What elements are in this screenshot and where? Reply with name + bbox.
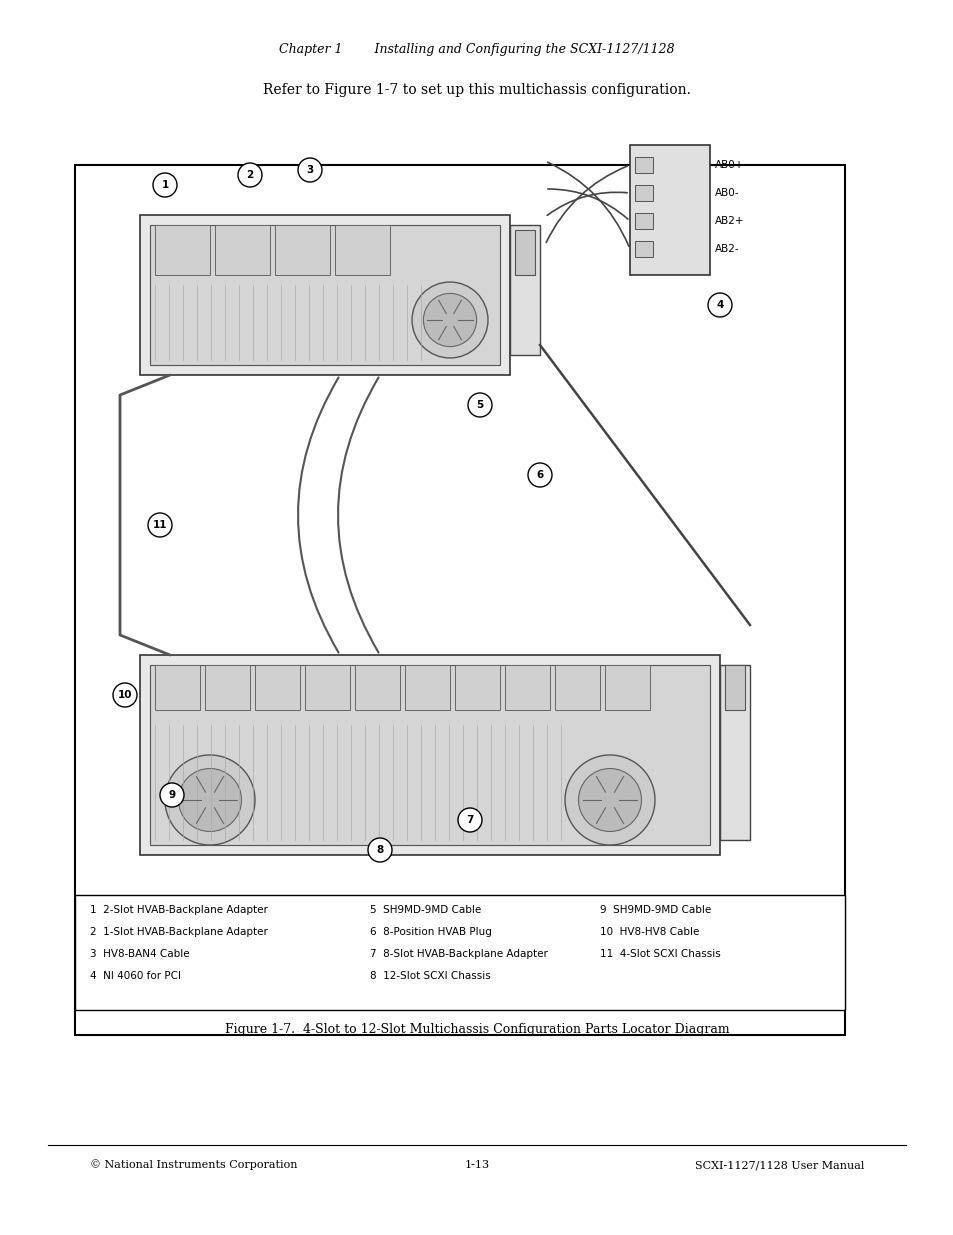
Bar	[720, 664, 749, 840]
Bar	[635, 212, 652, 228]
Text: 1  2-Slot HVAB-Backplane Adapter: 1 2-Slot HVAB-Backplane Adapter	[90, 905, 268, 915]
Bar	[150, 664, 709, 845]
Text: 2  1-Slot HVAB-Backplane Adapter: 2 1-Slot HVAB-Backplane Adapter	[90, 927, 268, 937]
Bar	[154, 225, 210, 275]
Circle shape	[165, 755, 254, 845]
Text: 7: 7	[466, 815, 474, 825]
Bar	[274, 225, 330, 275]
Bar	[510, 225, 539, 354]
Text: 5: 5	[476, 400, 483, 410]
Bar	[254, 664, 299, 710]
Circle shape	[707, 293, 731, 317]
Bar	[75, 165, 844, 1035]
Bar	[515, 230, 535, 275]
Text: AB2-: AB2-	[714, 245, 739, 254]
Text: 1: 1	[161, 180, 169, 190]
Circle shape	[237, 163, 262, 186]
Text: 4: 4	[716, 300, 723, 310]
Text: 8: 8	[376, 845, 383, 855]
Bar	[604, 664, 649, 710]
Text: 10: 10	[117, 690, 132, 700]
Circle shape	[152, 173, 177, 198]
Circle shape	[178, 768, 241, 831]
Circle shape	[423, 294, 476, 347]
Text: 3: 3	[306, 165, 314, 175]
Circle shape	[148, 513, 172, 537]
Text: 3  HV8-BAN4 Cable: 3 HV8-BAN4 Cable	[90, 948, 190, 960]
Text: 10  HV8-HV8 Cable: 10 HV8-HV8 Cable	[599, 927, 699, 937]
Circle shape	[468, 393, 492, 417]
Bar	[405, 664, 450, 710]
Bar	[205, 664, 250, 710]
Bar	[355, 664, 399, 710]
Text: 6  8-Position HVAB Plug: 6 8-Position HVAB Plug	[370, 927, 492, 937]
Text: 9: 9	[169, 790, 175, 800]
Bar	[305, 664, 350, 710]
Circle shape	[297, 158, 322, 182]
Bar	[555, 664, 599, 710]
Bar	[214, 225, 270, 275]
Text: 9  SH9MD-9MD Cable: 9 SH9MD-9MD Cable	[599, 905, 711, 915]
Text: 11  4-Slot SCXI Chassis: 11 4-Slot SCXI Chassis	[599, 948, 720, 960]
Bar	[140, 215, 510, 375]
Circle shape	[112, 683, 137, 706]
Text: Chapter 1        Installing and Configuring the SCXI-1127/1128: Chapter 1 Installing and Configuring the…	[279, 43, 674, 57]
Bar	[140, 655, 720, 855]
Bar	[724, 664, 744, 710]
Bar	[629, 144, 709, 275]
Text: 8  12-Slot SCXI Chassis: 8 12-Slot SCXI Chassis	[370, 971, 490, 981]
Bar	[635, 185, 652, 201]
Text: SCXI-1127/1128 User Manual: SCXI-1127/1128 User Manual	[694, 1160, 863, 1170]
Text: © National Instruments Corporation: © National Instruments Corporation	[90, 1160, 297, 1171]
Bar	[635, 241, 652, 257]
Circle shape	[412, 282, 488, 358]
Circle shape	[578, 768, 640, 831]
Bar	[335, 225, 390, 275]
Circle shape	[368, 839, 392, 862]
Circle shape	[564, 755, 655, 845]
Bar	[75, 895, 844, 1010]
Circle shape	[160, 783, 184, 806]
Text: 2: 2	[246, 170, 253, 180]
Text: 11: 11	[152, 520, 167, 530]
Bar	[635, 157, 652, 173]
Text: AB2+: AB2+	[714, 216, 743, 226]
Bar	[150, 225, 499, 366]
Bar	[154, 664, 200, 710]
Text: 1-13: 1-13	[464, 1160, 489, 1170]
Text: Refer to Figure 1-7 to set up this multichassis configuration.: Refer to Figure 1-7 to set up this multi…	[263, 83, 690, 98]
Text: 5  SH9MD-9MD Cable: 5 SH9MD-9MD Cable	[370, 905, 480, 915]
Text: Figure 1-7.  4-Slot to 12-Slot Multichassis Configuration Parts Locator Diagram: Figure 1-7. 4-Slot to 12-Slot Multichass…	[225, 1024, 728, 1036]
Bar	[455, 664, 499, 710]
Text: AB0-: AB0-	[714, 188, 739, 198]
Circle shape	[527, 463, 552, 487]
Text: 6: 6	[536, 471, 543, 480]
Text: 4  NI 4060 for PCI: 4 NI 4060 for PCI	[90, 971, 181, 981]
Circle shape	[457, 808, 481, 832]
Bar	[504, 664, 550, 710]
Text: 7  8-Slot HVAB-Backplane Adapter: 7 8-Slot HVAB-Backplane Adapter	[370, 948, 547, 960]
Text: AB0+: AB0+	[714, 161, 743, 170]
